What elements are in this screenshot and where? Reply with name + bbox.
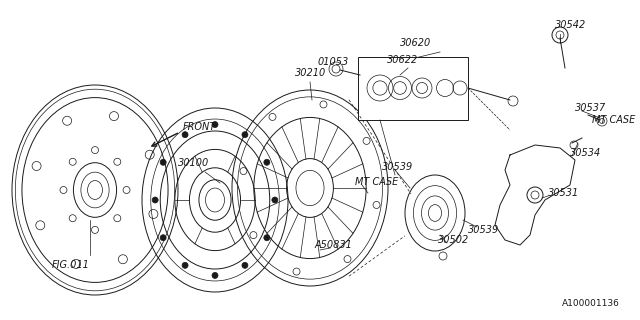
Text: 30542: 30542 <box>555 20 586 30</box>
Text: MT CASE: MT CASE <box>592 115 636 125</box>
Text: FIG.011: FIG.011 <box>52 260 90 270</box>
Text: 30210: 30210 <box>295 68 326 78</box>
Circle shape <box>182 132 188 138</box>
Text: 30539: 30539 <box>382 162 413 172</box>
Circle shape <box>272 197 278 203</box>
Text: 30620: 30620 <box>400 38 431 48</box>
Text: 30534: 30534 <box>570 148 601 158</box>
Circle shape <box>264 235 270 241</box>
Circle shape <box>242 132 248 138</box>
Circle shape <box>160 235 166 241</box>
Circle shape <box>160 159 166 165</box>
Circle shape <box>242 262 248 268</box>
Text: FRONT: FRONT <box>183 122 216 132</box>
Text: A50831: A50831 <box>315 240 353 250</box>
Circle shape <box>182 262 188 268</box>
Circle shape <box>212 122 218 128</box>
Circle shape <box>212 272 218 278</box>
Text: 01053: 01053 <box>318 57 349 67</box>
Circle shape <box>152 197 158 203</box>
Text: 30537: 30537 <box>575 103 606 113</box>
Bar <box>358 57 468 120</box>
Text: 30622: 30622 <box>387 55 419 65</box>
Text: A100001136: A100001136 <box>562 299 620 308</box>
Text: MT CASE: MT CASE <box>355 177 398 187</box>
Text: 30502: 30502 <box>438 235 469 245</box>
Text: 30539: 30539 <box>468 225 499 235</box>
Text: 30100: 30100 <box>178 158 209 168</box>
Text: 30531: 30531 <box>548 188 579 198</box>
Circle shape <box>264 159 270 165</box>
